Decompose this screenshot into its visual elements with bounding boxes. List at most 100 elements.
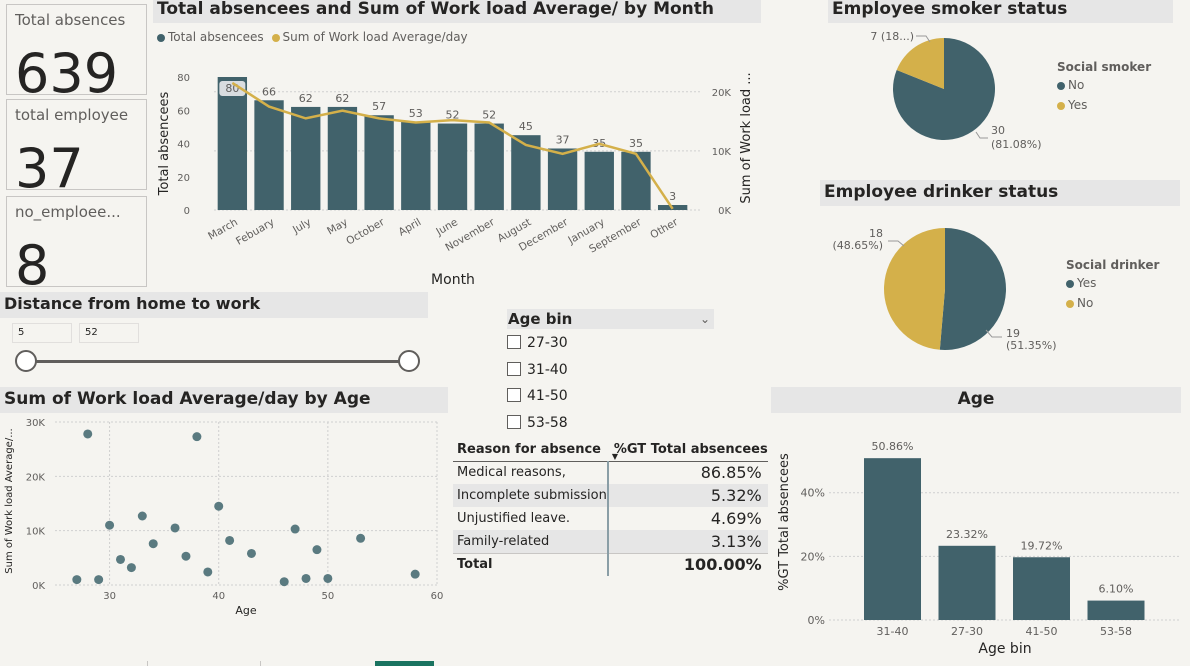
y-tick-label: 20 xyxy=(177,173,190,184)
x-tick-label: 41-50 xyxy=(1026,625,1058,638)
legend-dot xyxy=(1066,279,1074,288)
age-bin-option[interactable]: 27-30 xyxy=(507,334,568,352)
y-tick-label: 0 xyxy=(184,206,190,217)
data-label: 57 xyxy=(372,100,386,113)
kpi-value: 8 xyxy=(15,234,50,297)
smoker-pie-chart[interactable]: 7 (18...) 30(81.08%) xyxy=(830,24,1060,159)
month-combo-chart[interactable]: 0204060800K10K20K80March66Febuary62July6… xyxy=(150,50,765,290)
sort-desc-icon[interactable]: ▼ xyxy=(611,452,618,461)
x-tick-label: Other xyxy=(648,216,680,242)
data-label: 62 xyxy=(299,92,313,105)
data-label: 66 xyxy=(262,85,276,98)
distance-max-input[interactable]: 52 xyxy=(79,323,139,343)
x-tick-label: October xyxy=(344,216,387,248)
bar xyxy=(254,100,284,210)
column-header-percent[interactable]: %GT Total absencees ▼ xyxy=(611,441,768,461)
y-tick-label: 30K xyxy=(26,418,46,429)
bar xyxy=(621,151,651,210)
legend-item-no[interactable]: No xyxy=(1066,296,1159,310)
kpi-card-total-absences[interactable]: Total absences 639 xyxy=(6,4,147,101)
page-tab-divider xyxy=(260,661,261,666)
legend-item-yes[interactable]: Yes xyxy=(1066,276,1159,290)
table-row[interactable]: Unjustified leave. 4.69% xyxy=(453,507,768,530)
distance-slider-max-handle[interactable] xyxy=(398,350,420,372)
x-tick-label: April xyxy=(397,216,424,238)
y-axis-label: Total absencees xyxy=(157,91,172,196)
pie-slice xyxy=(896,38,944,89)
checkbox[interactable] xyxy=(507,415,521,429)
age-bin-option[interactable]: 53-58 xyxy=(507,414,568,432)
x-tick-label: 27-30 xyxy=(951,625,983,638)
percent-cell: 86.85% xyxy=(606,461,768,484)
bar xyxy=(401,121,431,210)
distance-slider-track[interactable] xyxy=(26,360,410,363)
smoker-legend-title: Social smoker xyxy=(1057,60,1152,74)
drinker-header: Employee drinker status xyxy=(820,180,1180,206)
table-row[interactable]: Family-related 3.13% xyxy=(453,530,768,553)
slice-label: (48.65%) xyxy=(832,239,883,252)
x-tick-label: Febuary xyxy=(234,216,277,248)
y-tick-label: 80 xyxy=(177,73,190,84)
kpi-card-no-employee[interactable]: no_emploee... 8 xyxy=(6,196,147,293)
age-bin-option[interactable]: 41-50 xyxy=(507,387,568,405)
scatter-point xyxy=(301,573,311,583)
month-chart-legend: Total absencees Sum of Work load Average… xyxy=(157,30,468,44)
bar xyxy=(291,106,321,210)
scatter-point xyxy=(279,577,289,587)
distance-min-input[interactable]: 5 xyxy=(12,323,72,343)
data-label: 50.86% xyxy=(872,440,914,453)
kpi-card-total-employee[interactable]: total employee 37 xyxy=(6,99,147,196)
y-tick-label: 40% xyxy=(801,487,825,500)
legend-item-yes[interactable]: Yes xyxy=(1057,98,1151,112)
checkbox[interactable] xyxy=(507,362,521,376)
y2-tick-label: 10K xyxy=(712,147,732,158)
pie-slice xyxy=(939,228,1007,350)
age-bin-slicer-header[interactable]: Age bin ⌄ xyxy=(507,309,714,329)
page-tab-active[interactable] xyxy=(375,661,434,666)
x-tick-label: 31-40 xyxy=(877,625,909,638)
data-label: 3 xyxy=(669,190,676,203)
legend-item-absences[interactable]: Total absencees xyxy=(157,30,264,44)
bar xyxy=(864,458,921,620)
scatter-point xyxy=(72,575,82,585)
data-label: 37 xyxy=(556,133,570,146)
checkbox[interactable] xyxy=(507,388,521,402)
scatter-chart[interactable]: 30 40 50 60 0K 10K 20K 30K Sum of Work load Aver… xyxy=(0,413,450,623)
age-bar-chart[interactable]: 0% 20% 40% 50.86% 31-40 23.32% 27-30 19.72% 41-5… xyxy=(771,415,1186,660)
scatter-point xyxy=(225,535,235,545)
y-tick-label: 60 xyxy=(177,106,190,117)
kpi-title: no_emploee... xyxy=(15,203,121,221)
leader-line xyxy=(985,329,1002,338)
column-header-reason[interactable]: Reason for absence xyxy=(457,441,601,457)
legend-item-no[interactable]: No xyxy=(1057,78,1151,92)
total-value: 100.00% xyxy=(606,553,768,576)
table-row[interactable]: Medical reasons, 86.85% xyxy=(453,461,768,484)
x-axis-label: Age bin xyxy=(978,641,1031,657)
scatter-point xyxy=(115,554,125,564)
chevron-down-icon[interactable]: ⌄ xyxy=(699,312,710,326)
scatter-point xyxy=(246,548,256,558)
slice-label: (51.35%) xyxy=(1006,339,1057,352)
data-label: 52 xyxy=(446,109,460,122)
scatter-point xyxy=(203,567,213,577)
drinker-pie-chart[interactable]: 18(48.65%) 19(51.35%) xyxy=(820,212,1060,362)
total-label: Total xyxy=(457,557,493,573)
slice-label: 7 (18...) xyxy=(870,30,914,43)
bar xyxy=(474,123,504,210)
legend-item-workload[interactable]: Sum of Work load Average/day xyxy=(271,30,468,44)
y-tick-label: 0K xyxy=(32,581,45,592)
x-tick-label: 40 xyxy=(212,591,225,602)
percent-cell: 5.32% xyxy=(606,484,768,507)
y2-tick-label: 0K xyxy=(718,206,731,217)
x-tick-label: May xyxy=(325,216,350,237)
table-row[interactable]: Incomplete submission 5.32% xyxy=(453,484,768,507)
data-label: 53 xyxy=(409,107,423,120)
checkbox[interactable] xyxy=(507,335,521,349)
scatter-point xyxy=(170,523,180,533)
distance-slider-min-handle[interactable] xyxy=(15,350,37,372)
table-total-row[interactable]: Total 100.00% xyxy=(453,553,768,576)
scatter-point xyxy=(94,575,104,585)
kpi-value: 639 xyxy=(15,42,119,105)
slice-label: (81.08%) xyxy=(991,138,1042,151)
age-bin-option[interactable]: 31-40 xyxy=(507,361,568,379)
